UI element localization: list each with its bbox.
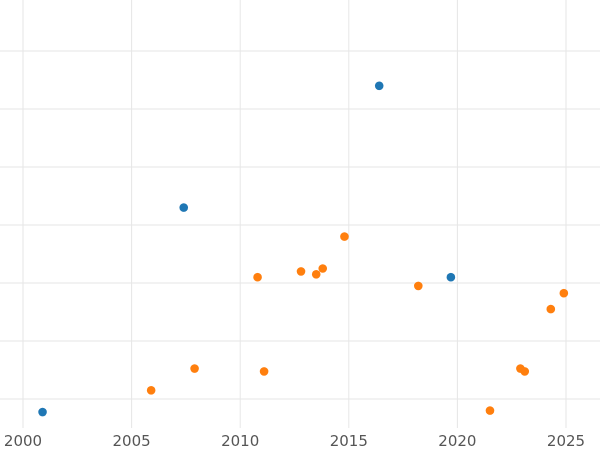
data-point-series2-12 bbox=[520, 367, 530, 376]
data-point-series1-4 bbox=[446, 272, 456, 282]
x-tick-label-2005: 2005 bbox=[113, 432, 151, 450]
grid-layer bbox=[0, 0, 600, 428]
x-tick-label-2010: 2010 bbox=[221, 432, 259, 450]
data-point-series2-9 bbox=[414, 281, 423, 291]
data-points bbox=[38, 81, 569, 417]
data-point-series2-4 bbox=[259, 367, 269, 376]
data-point-series2-3 bbox=[253, 272, 262, 282]
data-point-series2-14 bbox=[559, 288, 569, 298]
data-point-series2-8 bbox=[340, 232, 349, 241]
x-tick-label-2000: 2000 bbox=[4, 432, 42, 450]
data-point-series2-7 bbox=[318, 264, 328, 273]
data-point-series2-2 bbox=[190, 364, 199, 373]
x-tick-label-2015: 2015 bbox=[330, 432, 368, 450]
x-tick-label-2025: 2025 bbox=[547, 432, 585, 450]
x-tick-label-2020: 2020 bbox=[438, 432, 476, 450]
data-point-series1-2 bbox=[179, 203, 189, 212]
x-tick-labels: 2000 2005 2010 2015 2020 2025 bbox=[4, 432, 585, 450]
data-point-series1-1 bbox=[38, 407, 47, 417]
data-point-series1-3 bbox=[374, 81, 384, 91]
data-point-series2-6 bbox=[311, 270, 321, 279]
data-point-series2-5 bbox=[296, 267, 306, 276]
data-point-series2-10 bbox=[485, 406, 495, 415]
data-point-series2-1 bbox=[146, 386, 156, 395]
data-point-series2-13 bbox=[546, 304, 556, 314]
